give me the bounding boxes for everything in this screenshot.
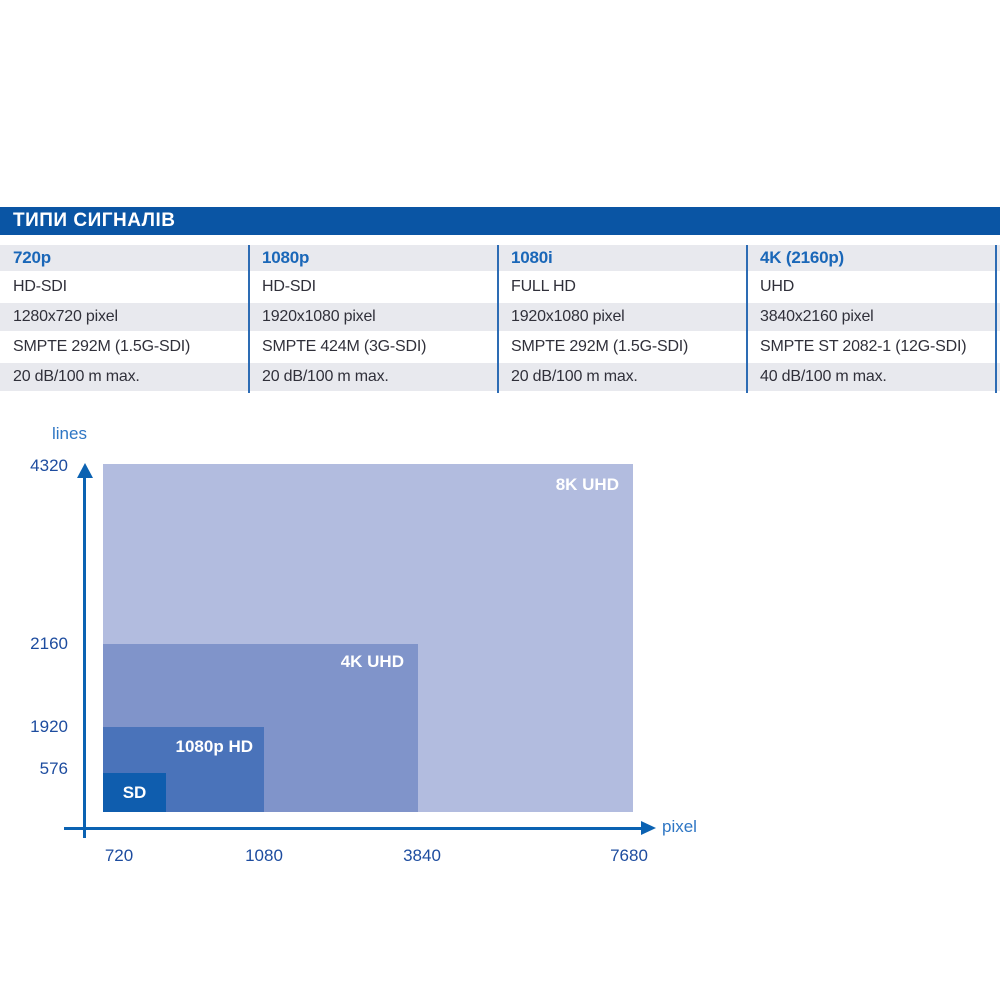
x-tick-3840: 3840 bbox=[403, 846, 441, 865]
x-tick-7680: 7680 bbox=[610, 846, 648, 865]
x-axis-title: pixel bbox=[662, 817, 697, 836]
x-tick-720: 720 bbox=[104, 846, 134, 865]
cell-signal-name: HD-SDI bbox=[13, 278, 67, 295]
y-axis-arrow-icon bbox=[77, 463, 93, 478]
x-axis bbox=[64, 827, 642, 830]
cell-signal-name: HD-SDI bbox=[262, 278, 316, 295]
y-tick-1920: 1920 bbox=[30, 717, 68, 736]
table-row: SMPTE 292M (1.5G-SDI) SMPTE 424M (3G-SDI… bbox=[0, 333, 1000, 363]
x-tick-1080: 1080 bbox=[245, 846, 283, 865]
cell-smpte-standard: SMPTE 292M (1.5G-SDI) bbox=[13, 338, 191, 355]
cell-smpte-standard: SMPTE ST 2082-1 (12G-SDI) bbox=[760, 338, 967, 355]
cell-resolution: 3840x2160 pixel bbox=[760, 308, 874, 325]
y-tick-2160: 2160 bbox=[30, 634, 68, 653]
cell-smpte-standard: SMPTE 292M (1.5G-SDI) bbox=[511, 338, 689, 355]
chart-rect-label: SD bbox=[122, 782, 147, 802]
cell-attenuation: 20 dB/100 m max. bbox=[13, 368, 140, 385]
y-axis bbox=[83, 475, 86, 838]
table-row: 20 dB/100 m max. 20 dB/100 m max. 20 dB/… bbox=[0, 363, 1000, 393]
cell-attenuation: 20 dB/100 m max. bbox=[262, 368, 389, 385]
cell-attenuation: 20 dB/100 m max. bbox=[511, 368, 638, 385]
chart-rect-label: 4K UHD bbox=[340, 652, 404, 671]
cell-signal-name: UHD bbox=[760, 278, 795, 295]
cell-attenuation: 40 dB/100 m max. bbox=[760, 368, 887, 385]
cell-resolution: 1920x1080 pixel bbox=[511, 308, 625, 325]
column-separator bbox=[248, 245, 250, 393]
cell-signal-name: FULL HD bbox=[511, 278, 576, 295]
column-header-1080i: 1080i bbox=[511, 248, 553, 267]
cell-resolution: 1920x1080 pixel bbox=[262, 308, 376, 325]
y-tick-4320: 4320 bbox=[30, 456, 68, 475]
table-title: ТИПИ СИГНАЛІВ bbox=[0, 207, 1000, 235]
cell-smpte-standard: SMPTE 424M (3G-SDI) bbox=[262, 338, 427, 355]
table-row: 1280x720 pixel 1920x1080 pixel 1920x1080… bbox=[0, 303, 1000, 333]
chart-rect-label: 1080p HD bbox=[175, 737, 253, 756]
table-header-row: 720p 1080p 1080i 4K (2160p) bbox=[0, 245, 1000, 273]
column-header-720p: 720p bbox=[13, 248, 51, 267]
chart-rect-sd: SD bbox=[103, 773, 166, 812]
table-row: HD-SDI HD-SDI FULL HD UHD bbox=[0, 273, 1000, 303]
signal-spec-table: 720p 1080p 1080i 4K (2160p) HD-SDI HD-SD… bbox=[0, 245, 1000, 393]
column-separator bbox=[746, 245, 748, 393]
x-axis-arrow-icon bbox=[641, 821, 656, 835]
column-separator bbox=[497, 245, 499, 393]
cell-resolution: 1280x720 pixel bbox=[13, 308, 118, 325]
y-tick-576: 576 bbox=[39, 759, 68, 778]
column-separator bbox=[995, 245, 997, 393]
column-header-4k: 4K (2160p) bbox=[760, 248, 844, 267]
chart-rect-label: 8K UHD bbox=[555, 475, 619, 494]
column-header-1080p: 1080p bbox=[262, 248, 310, 267]
y-axis-title: lines bbox=[52, 424, 87, 443]
